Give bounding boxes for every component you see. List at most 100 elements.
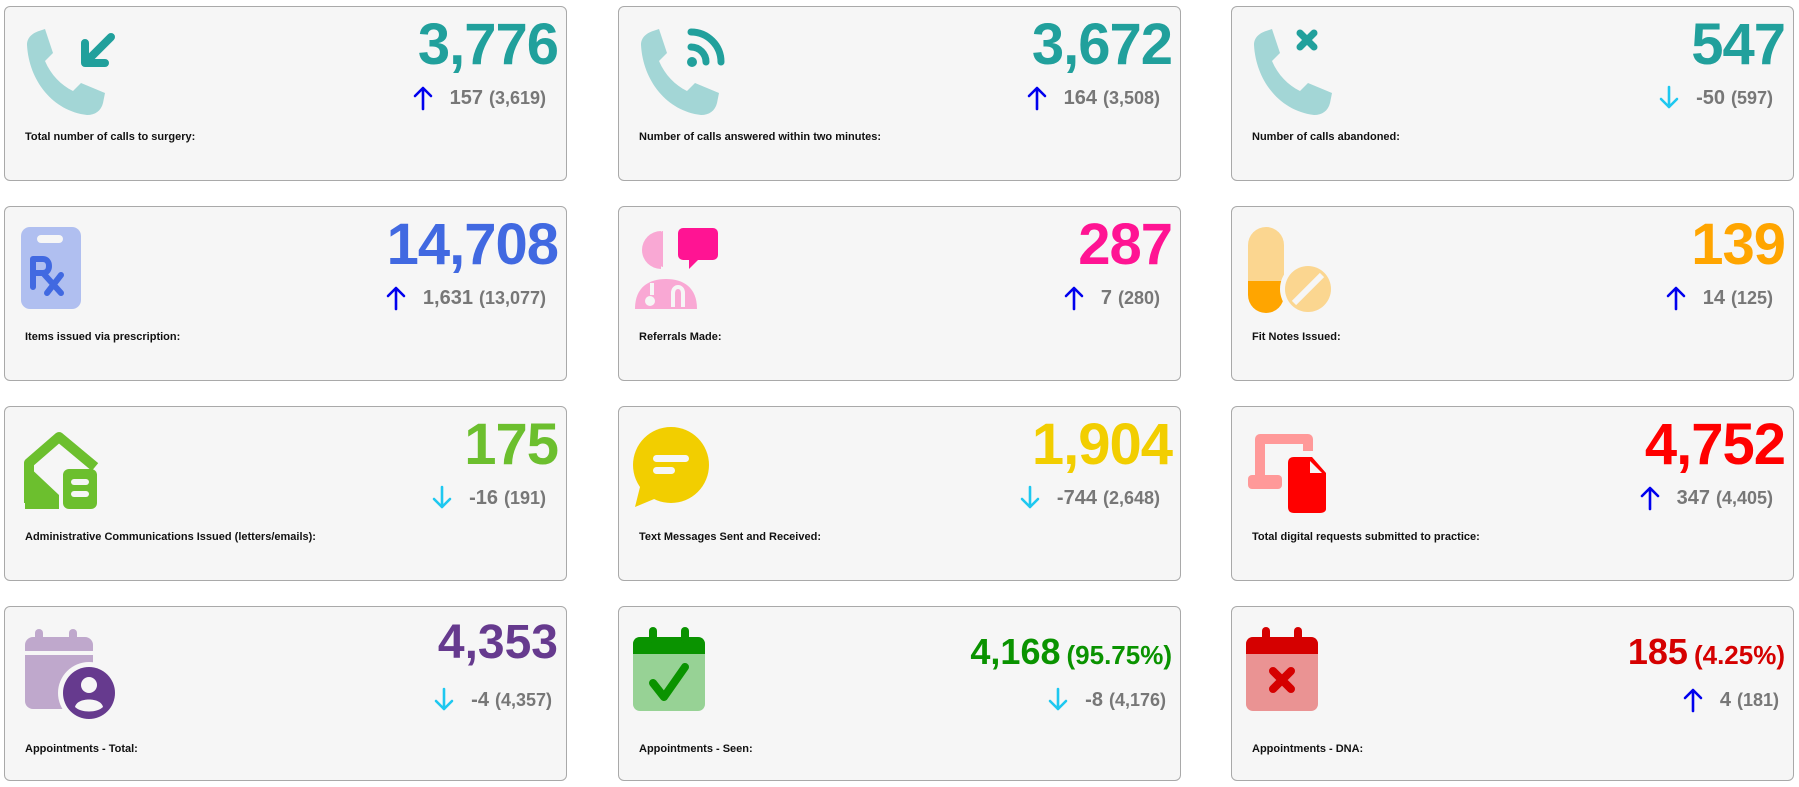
prescription-icon: [19, 223, 129, 323]
kpi-delta: -4 (4,357): [433, 687, 552, 713]
delta-value: -16: [469, 486, 498, 509]
arrow-up-icon: [385, 285, 407, 311]
calendar-x-icon: [1246, 623, 1356, 723]
kpi-delta: 157 (3,619): [412, 85, 546, 111]
delta-value: -8: [1085, 688, 1103, 711]
kpi-label: Total digital requests submitted to prac…: [1252, 531, 1480, 543]
kpi-label: Total number of calls to surgery:: [25, 131, 196, 143]
kpi-delta: 1,631 (13,077): [385, 285, 546, 311]
previous-value: (2,648): [1102, 487, 1160, 508]
kpi-value: 547: [1691, 12, 1786, 77]
previous-value: (181): [1736, 689, 1779, 710]
kpi-label: Fit Notes Issued:: [1252, 331, 1341, 343]
kpi-label: Number of calls abandoned:: [1252, 131, 1400, 143]
pills-icon: [1246, 223, 1356, 323]
arrow-up-icon: [1665, 285, 1687, 311]
kpi-card-admin-comms: 175 -16 (191) Administrative Communicati…: [4, 406, 567, 581]
phone-missed-icon: [1246, 23, 1356, 123]
kpi-card-calls-abandoned: 547 -50 (597) Number of calls abandoned:: [1231, 6, 1794, 181]
previous-value: (3,508): [1102, 87, 1160, 108]
delta-value: -4: [471, 688, 489, 711]
delta-value: -744: [1056, 486, 1097, 509]
kpi-value: 139: [1691, 212, 1786, 277]
kpi-value: 1,904: [1031, 412, 1173, 477]
kpi-delta: 4 (181): [1682, 687, 1779, 713]
value-percent: (95.75%): [1066, 640, 1173, 670]
kpi-label: Appointments - Total:: [25, 743, 138, 755]
kpi-delta: -50 (597): [1658, 85, 1773, 111]
arrow-down-icon: [433, 687, 455, 713]
kpi-card-appointments-seen: 4,168 (95.75%) -8 (4,176) Appointments - …: [618, 606, 1181, 781]
kpi-value: 4,353: [437, 616, 558, 669]
arrow-up-icon: [1682, 687, 1704, 713]
kpi-value: 3,672: [1031, 12, 1173, 77]
delta-value: 347: [1676, 486, 1710, 509]
previous-value: (4,176): [1108, 689, 1166, 710]
device-file-icon: [1246, 423, 1356, 523]
previous-value: (13,077): [478, 287, 546, 308]
kpi-delta: -744 (2,648): [1019, 485, 1160, 511]
delta-value: 4: [1719, 688, 1731, 711]
doctor-chat-icon: [633, 223, 743, 323]
delta-value: 1,631: [422, 286, 473, 309]
value-number: 185: [1627, 631, 1688, 672]
kpi-delta: -8 (4,176): [1047, 687, 1166, 713]
kpi-value: 3,776: [417, 12, 559, 77]
delta-value: 164: [1063, 86, 1097, 109]
kpi-card-fit-notes: 139 14 (125) Fit Notes Issued:: [1231, 206, 1794, 381]
previous-value: (597): [1730, 87, 1773, 108]
kpi-delta: 14 (125): [1665, 285, 1773, 311]
kpi-label: Appointments - Seen:: [639, 743, 753, 755]
kpi-card-digital-requests: 4,752 347 (4,405) Total digital requests…: [1231, 406, 1794, 581]
kpi-label: Number of calls answered within two minu…: [639, 131, 882, 143]
kpi-delta: -16 (191): [431, 485, 546, 511]
value-percent: (4.25%): [1693, 640, 1785, 670]
kpi-value: 175: [464, 412, 559, 477]
kpi-card-total-calls: 3,776 157 (3,619) Total number of calls …: [4, 6, 567, 181]
kpi-value: 4,168 (95.75%): [970, 629, 1172, 678]
kpi-card-appointments-total: 4,353 -4 (4,357) Appointments - Total:: [4, 606, 567, 781]
kpi-label: Items issued via prescription:: [25, 331, 181, 343]
kpi-label: Text Messages Sent and Received:: [639, 531, 821, 543]
kpi-card-text-messages: 1,904 -744 (2,648) Text Messages Sent an…: [618, 406, 1181, 581]
delta-value: -50: [1696, 86, 1725, 109]
chat-bubble-icon: [633, 423, 743, 523]
kpi-label: Appointments - DNA:: [1252, 743, 1364, 755]
arrow-down-icon: [1047, 687, 1069, 713]
kpi-card-appointments-dna: 185 (4.25%) 4 (181) Appointments - DNA:: [1231, 606, 1794, 781]
calendar-check-icon: [633, 623, 743, 723]
previous-value: (125): [1730, 287, 1773, 308]
arrow-up-icon: [1639, 485, 1661, 511]
kpi-delta: 164 (3,508): [1026, 85, 1160, 111]
value-number: 4,168: [970, 631, 1061, 672]
arrow-up-icon: [1063, 285, 1085, 311]
kpi-card-calls-answered: 3,672 164 (3,508) Number of calls answer…: [618, 6, 1181, 181]
kpi-value: 4,752: [1644, 412, 1786, 477]
previous-value: (4,357): [494, 689, 552, 710]
kpi-label: Administrative Communications Issued (le…: [25, 531, 316, 543]
kpi-delta: 347 (4,405): [1639, 485, 1773, 511]
previous-value: (4,405): [1715, 487, 1773, 508]
previous-value: (280): [1117, 287, 1160, 308]
kpi-delta: 7 (280): [1063, 285, 1160, 311]
arrow-down-icon: [431, 485, 453, 511]
delta-value: 14: [1702, 286, 1725, 309]
calendar-user-icon: [19, 623, 129, 723]
previous-value: (3,619): [488, 87, 546, 108]
kpi-card-prescriptions: 14,708 1,631 (13,077) Items issued via p…: [4, 206, 567, 381]
kpi-value: 185 (4.25%): [1628, 629, 1785, 678]
kpi-value: 14,708: [386, 212, 559, 277]
arrow-up-icon: [412, 85, 434, 111]
phone-incoming-icon: [19, 23, 129, 123]
arrow-up-icon: [1026, 85, 1048, 111]
building-document-icon: [19, 423, 129, 523]
kpi-label: Referrals Made:: [639, 331, 722, 343]
arrow-down-icon: [1658, 85, 1680, 111]
kpi-value: 287: [1078, 212, 1173, 277]
arrow-down-icon: [1019, 485, 1041, 511]
kpi-card-referrals: 287 7 (280) Referrals Made:: [618, 206, 1181, 381]
delta-value: 157: [449, 86, 483, 109]
delta-value: 7: [1100, 286, 1112, 309]
previous-value: (191): [503, 487, 546, 508]
phone-ringing-icon: [633, 23, 743, 123]
